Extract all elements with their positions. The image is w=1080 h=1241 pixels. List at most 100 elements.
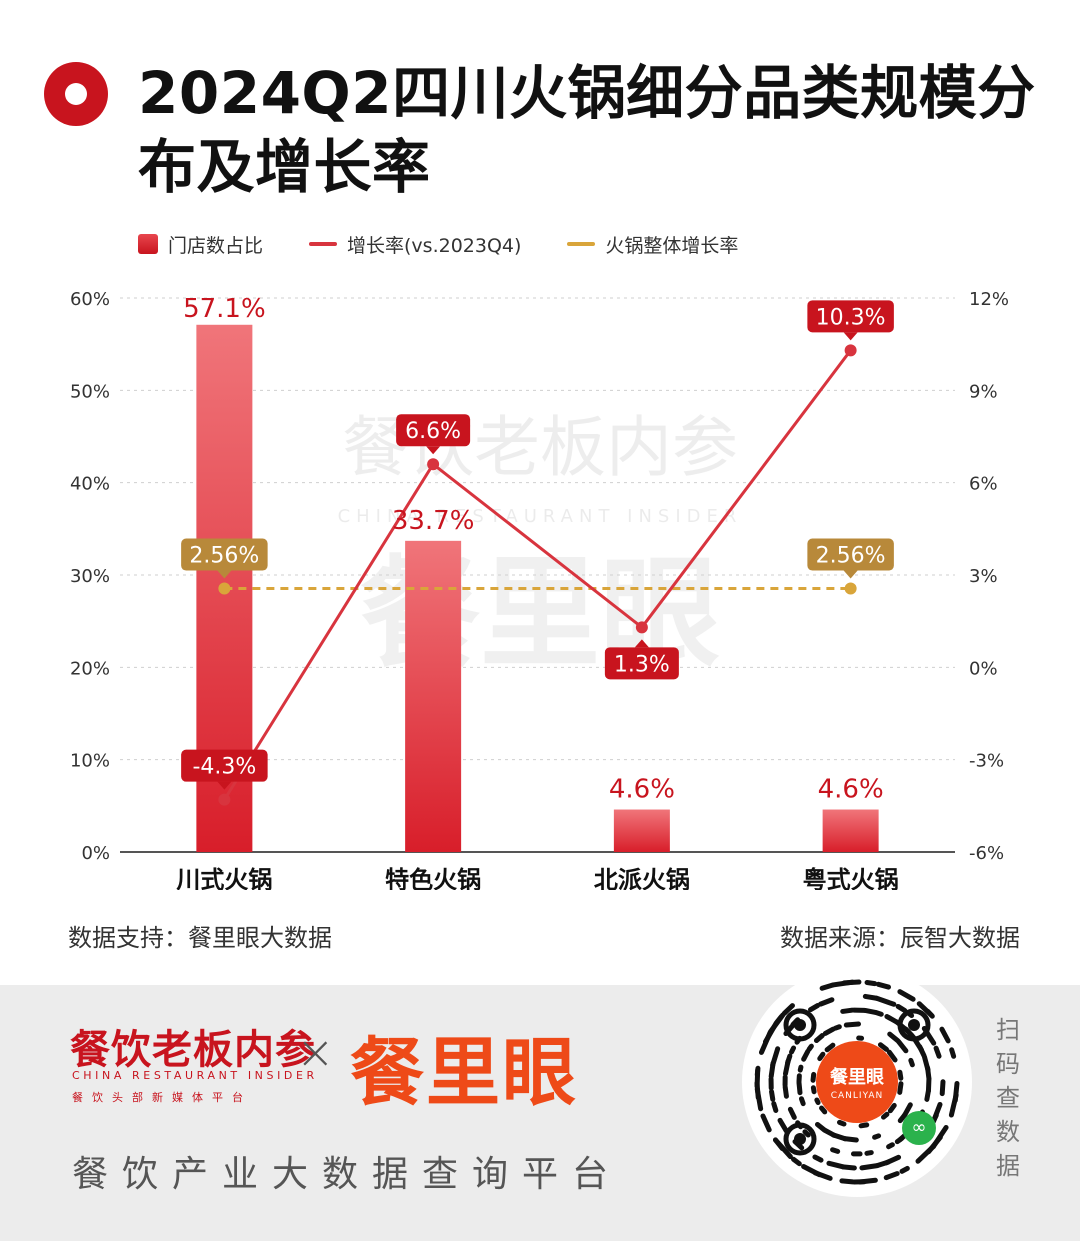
qr-finder: [897, 1008, 931, 1042]
data-support-text: 数据支持：餐里眼大数据: [68, 924, 332, 952]
svg-text:2.56%: 2.56%: [816, 544, 886, 569]
qr-dot: [822, 1026, 836, 1036]
bar-value-label: 33.7%: [392, 506, 475, 536]
qr-dot: [797, 1064, 804, 1073]
qr-center-text: 餐里眼: [830, 1067, 884, 1088]
qr-dot: [790, 1156, 802, 1167]
svg-text:-4.3%: -4.3%: [192, 755, 256, 780]
data-source-text: 数据来源：辰智大数据: [780, 924, 1020, 952]
legend-item-line: 增长率(vs.2023Q4): [309, 231, 521, 258]
qr-code[interactable]: 餐里眼 CANLIYAN ∞: [742, 967, 972, 1197]
logo-subtitle: 餐饮头部新媒体平台: [72, 1091, 252, 1104]
qr-dot: [841, 979, 862, 986]
qr-dot: [754, 1065, 761, 1078]
qr-finder: [783, 1122, 817, 1156]
overall-growth-point: [844, 582, 857, 595]
overall-growth-badge: 2.56%: [807, 538, 894, 579]
qr-dot: [839, 1178, 856, 1185]
growth-badge: 1.3%: [604, 639, 679, 680]
brand-logo: 餐里眼: [350, 1030, 578, 1116]
qr-dot: [771, 1101, 779, 1113]
legend-item-dashed: 火锅整体增长率: [567, 231, 738, 258]
qr-dot: [760, 1113, 772, 1133]
qr-dot: [899, 1165, 910, 1174]
bar: [822, 809, 879, 852]
qr-dot: [796, 1080, 803, 1096]
qr-dot: [948, 1092, 959, 1118]
qr-finder-dot: [794, 1133, 806, 1145]
growth-line: [223, 349, 852, 801]
qr-dot: [818, 997, 835, 1007]
qr-dot: [939, 1079, 946, 1097]
qr-dot: [895, 1038, 909, 1054]
qr-dot: [897, 1069, 904, 1081]
y-left-tick: 30%: [70, 566, 110, 587]
page-title: 2024Q2四川火锅细分品类规模分布及增长率: [138, 59, 1036, 201]
growth-point: [844, 344, 857, 357]
qr-dot: [770, 1046, 781, 1068]
qr-dot: [895, 1003, 908, 1013]
qr-dot: [917, 1044, 927, 1059]
qr-dot: [801, 1164, 822, 1178]
qr-dot: [812, 1154, 824, 1163]
qr-dot: [902, 1102, 913, 1118]
qr-dot: [939, 1026, 951, 1044]
qr-dot: [781, 1003, 795, 1016]
x-tick-label: 北派火锅: [594, 866, 690, 890]
svg-text:1.3%: 1.3%: [614, 652, 670, 677]
qr-dot: [774, 1014, 784, 1025]
qr-dot: [886, 1049, 898, 1063]
qr-dot: [801, 1048, 811, 1062]
qr-dot: [897, 1081, 904, 1095]
qr-dot: [874, 995, 897, 1007]
times-icon: ×: [296, 1025, 335, 1079]
qr-center-logo: 餐里眼 CANLIYAN: [816, 1041, 898, 1123]
legend-bar-swatch: [138, 234, 158, 254]
qr-finder-dot: [908, 1019, 920, 1031]
x-tick-label: 特色火锅: [385, 866, 481, 890]
legend-line-label: 增长率(vs.2023Q4): [347, 234, 522, 257]
y-left-tick: 50%: [70, 381, 110, 402]
qr-center-en: CANLIYAN: [830, 1091, 884, 1101]
growth-badge: -4.3%: [181, 749, 268, 790]
qr-dot: [777, 1117, 789, 1134]
qr-dot: [830, 1147, 841, 1154]
chart-card: 2024Q2四川火锅细分品类规模分布及增长率 门店数占比 增长率(vs.2023…: [44, 59, 1036, 952]
y-left-tick: 10%: [70, 751, 110, 772]
y-left-tick: 0%: [81, 843, 110, 864]
title-circle-icon: [44, 62, 108, 126]
growth-point: [635, 621, 648, 634]
scan-hint: 扫码查数据: [996, 1016, 1020, 1180]
qr-dot: [886, 1142, 895, 1150]
qr-dot: [873, 1010, 884, 1017]
bottom-banner: 餐饮老板内参 CHINA RESTAURANT INSIDER 餐饮头部新媒体平…: [0, 967, 1080, 1241]
qr-dot: [883, 1154, 902, 1166]
qr-dot: [785, 1053, 793, 1066]
qr-dot: [814, 1097, 821, 1106]
y-left-tick: 40%: [70, 474, 110, 495]
y-right-tick: 12%: [969, 289, 1009, 310]
qr-dot: [859, 1163, 880, 1171]
x-tick-label: 粤式火锅: [803, 866, 899, 890]
y-right-tick: 6%: [969, 474, 998, 495]
qr-dot: [824, 1042, 836, 1053]
qr-dot: [810, 1071, 817, 1083]
svg-text:10.3%: 10.3%: [816, 305, 886, 330]
bar-value-label: 4.6%: [818, 775, 884, 805]
qr-dot: [915, 1143, 936, 1164]
qr-dot: [908, 1057, 915, 1068]
growth-badge: 10.3%: [807, 300, 894, 341]
qr-dot: [925, 1008, 935, 1019]
y-right-tick: 3%: [969, 566, 998, 587]
qr-dot: [817, 1051, 826, 1062]
qr-dot: [862, 1007, 878, 1015]
qr-dot: [857, 1177, 878, 1185]
y-right-tick: 0%: [969, 658, 998, 679]
chart-legend: 门店数占比 增长率(vs.2023Q4) 火锅整体增长率: [138, 230, 784, 258]
legend-dashed-swatch: [567, 242, 596, 246]
qr-dot: [798, 1096, 806, 1107]
y-right-tick: -6%: [969, 843, 1004, 864]
qr-dot: [949, 1047, 957, 1059]
legend-dashed-label: 火锅整体增长率: [605, 234, 739, 257]
qr-dot: [814, 1121, 827, 1133]
